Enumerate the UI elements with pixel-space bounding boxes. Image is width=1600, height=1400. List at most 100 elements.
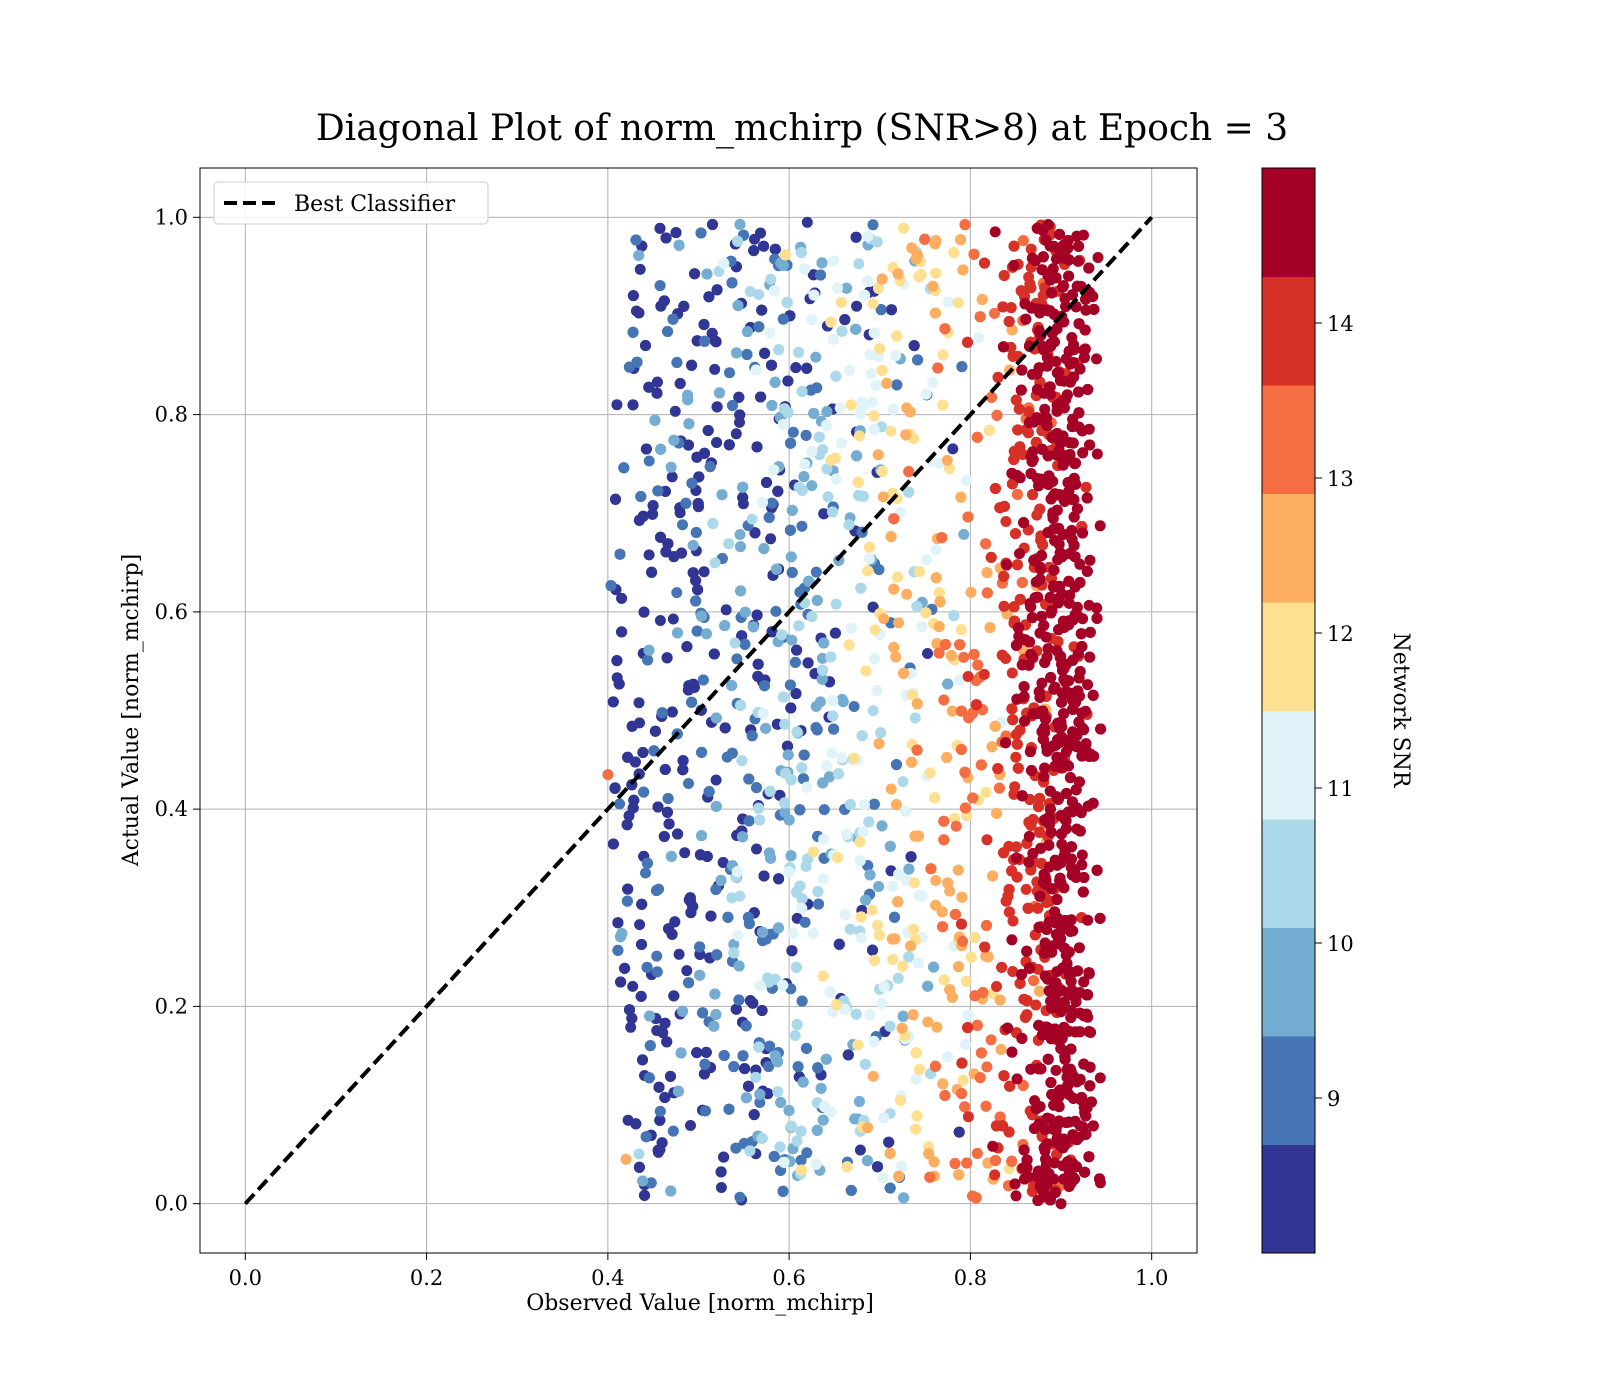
- scatter-point: [785, 702, 797, 714]
- scatter-point: [836, 437, 848, 449]
- scatter-point: [634, 717, 645, 729]
- scatter-point: [1010, 394, 1022, 406]
- scatter-point: [1044, 305, 1056, 317]
- scatter-point: [710, 712, 722, 724]
- scatter-point: [886, 304, 897, 316]
- scatter-point: [751, 782, 762, 794]
- scatter-point: [1024, 962, 1035, 974]
- scatter-point: [889, 933, 901, 945]
- scatter-point: [957, 935, 969, 947]
- scatter-point: [1025, 648, 1037, 660]
- scatter-point: [663, 818, 675, 830]
- scatter-point: [777, 691, 789, 703]
- scatter-point: [839, 909, 851, 921]
- scatter-point: [698, 1068, 710, 1080]
- scatter-point: [640, 1131, 652, 1143]
- scatter-point: [801, 1042, 812, 1054]
- scatter-point: [737, 1050, 749, 1062]
- scatter-point: [1044, 591, 1056, 603]
- scatter-point: [795, 1154, 807, 1166]
- scatter-point: [655, 443, 667, 455]
- scatter-point: [754, 980, 766, 992]
- scatter-point: [1079, 1166, 1091, 1178]
- scatter-point: [1044, 818, 1055, 830]
- scatter-point: [734, 890, 746, 902]
- scatter-point: [633, 697, 645, 709]
- scatter-point: [743, 773, 755, 785]
- scatter-point: [955, 491, 967, 503]
- scatter-point: [1039, 762, 1051, 774]
- scatter-point: [801, 1147, 813, 1159]
- scatter-point: [1045, 672, 1057, 683]
- scatter-point: [929, 792, 941, 804]
- scatter-point: [732, 930, 744, 942]
- scatter-point: [726, 747, 738, 759]
- scatter-point: [627, 326, 639, 338]
- scatter-point: [959, 1039, 971, 1051]
- scatter-point: [602, 769, 614, 781]
- scatter-point: [942, 678, 954, 690]
- scatter-point: [647, 508, 658, 520]
- scatter-point: [929, 1060, 941, 1072]
- scatter-point: [867, 944, 878, 956]
- scatter-point: [1063, 615, 1075, 627]
- scatter-point: [913, 1064, 925, 1075]
- scatter-point: [1045, 826, 1057, 838]
- scatter-point: [619, 962, 631, 974]
- scatter-point: [711, 284, 723, 296]
- scatter-point: [1064, 376, 1076, 388]
- scatter-point: [845, 399, 857, 411]
- scatter-point: [1018, 691, 1030, 703]
- scatter-point: [841, 829, 852, 840]
- scatter-point: [1032, 902, 1044, 914]
- scatter-point: [705, 910, 717, 922]
- scatter-point: [787, 426, 799, 438]
- scatter-point: [1066, 332, 1078, 343]
- scatter-point: [1067, 703, 1079, 715]
- scatter-point: [848, 752, 860, 764]
- scatter-point: [800, 429, 812, 441]
- scatter-point: [907, 1009, 919, 1021]
- scatter-point: [730, 1142, 742, 1154]
- scatter-point: [1026, 302, 1038, 314]
- scatter-point: [772, 1086, 784, 1098]
- scatter-point: [843, 639, 855, 651]
- scatter-point: [885, 783, 897, 795]
- scatter-point: [860, 665, 872, 677]
- scatter-point: [984, 622, 996, 634]
- scatter-point: [641, 857, 653, 869]
- scatter-point: [1078, 976, 1090, 988]
- scatter-point: [1025, 282, 1037, 294]
- scatter-point: [734, 529, 746, 540]
- scatter-point: [987, 1140, 999, 1152]
- scatter-point: [928, 1156, 940, 1168]
- scatter-point: [1078, 352, 1090, 363]
- scatter-point: [1079, 343, 1091, 355]
- scatter-point: [927, 280, 939, 292]
- scatter-point: [1077, 447, 1089, 459]
- scatter-point: [1047, 512, 1059, 524]
- scatter-point: [1063, 675, 1075, 687]
- scatter-point: [740, 1092, 752, 1104]
- scatter-point: [1040, 875, 1052, 887]
- scatter-point: [1042, 219, 1054, 231]
- scatter-point: [853, 1096, 865, 1107]
- scatter-point: [867, 219, 879, 231]
- scatter-point: [1046, 432, 1058, 443]
- scatter-point: [779, 718, 791, 730]
- scatter-point: [912, 354, 924, 366]
- scatter-point: [730, 428, 742, 440]
- scatter-point: [652, 801, 664, 813]
- scatter-point: [868, 327, 880, 339]
- scatter-point: [734, 416, 745, 428]
- scatter-point: [666, 706, 678, 718]
- scatter-point: [956, 918, 967, 930]
- scatter-point: [856, 730, 868, 742]
- scatter-point: [735, 699, 747, 711]
- scatter-point: [657, 1027, 669, 1039]
- scatter-point: [1033, 801, 1044, 813]
- scatter-point: [677, 519, 688, 531]
- scatter-point: [1094, 520, 1106, 532]
- scatter-point: [746, 730, 758, 742]
- scatter-point: [832, 282, 843, 294]
